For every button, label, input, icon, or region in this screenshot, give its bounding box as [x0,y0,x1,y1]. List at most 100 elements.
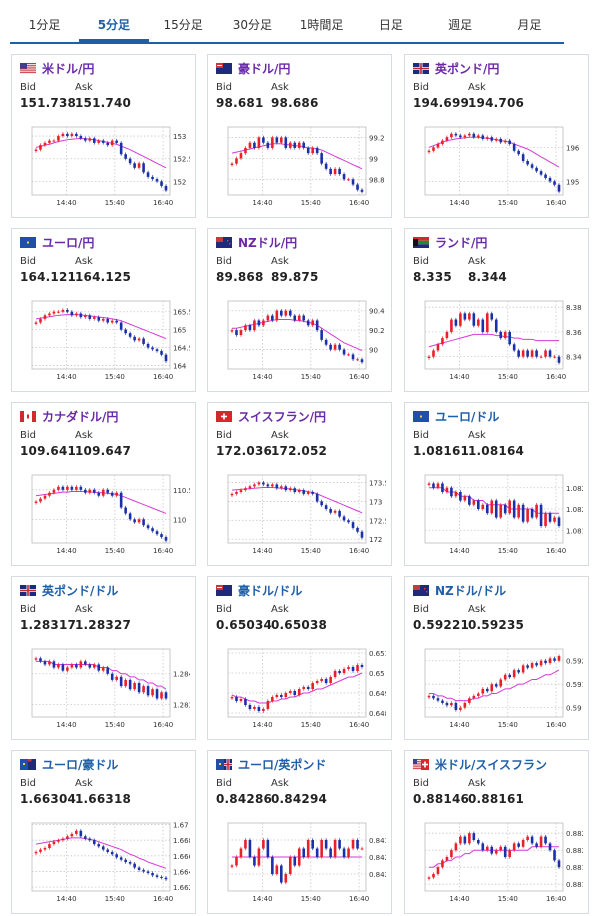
rate-card[interactable]: ユーロ/英ポンドBidAsk0.842860.842940.8430.84280… [207,750,392,914]
pair-title[interactable]: 米ドル/円 [20,59,94,77]
ask-value: 1.28327 [75,618,132,632]
candle-body [521,350,525,357]
pair-title[interactable]: カナダドル/円 [20,407,118,425]
bid-label: Bid [413,778,429,789]
rate-card[interactable]: ランド/円 Bid Ask 8.335 8.344 8.38 8.36 8.34 14:40 15… [404,228,589,392]
x-tick-label: 14:40 [449,373,469,381]
rate-card[interactable]: 豪ドル/円 Bid Ask 98.681 98.686 99.2 99 98.8 14:40 15… [207,54,392,218]
candle-body [266,142,270,148]
tab-1[interactable]: 5分足 [79,10,149,42]
tab-0[interactable]: 1分足 [28,18,61,32]
candle-body [280,137,283,143]
candle-body [239,490,243,492]
bid-label: Bid [20,82,36,93]
chart-frame [424,126,564,196]
rate-card[interactable]: ユーロ/円BidAsk164.121164.125165.5165164.516… [11,228,196,392]
candle-body [530,836,534,844]
candle-body [142,869,145,872]
candle-body [230,865,234,867]
candle-body [266,840,270,857]
candle-body [530,164,534,168]
ask-value: 98.686 [271,96,319,110]
ask-label: Ask [75,604,93,615]
candle-body [293,691,297,695]
candle-body [244,325,247,331]
candle-body [517,670,520,673]
candle-body [557,184,561,192]
ask-label: Ask [271,604,289,615]
bid-value: 0.84286 [216,792,273,806]
pair-title[interactable]: NZドル/ドル [413,581,506,599]
pair-title[interactable]: 英ポンド/円 [413,59,499,77]
pair-title[interactable]: 豪ドル/ドル [216,581,302,599]
bid-label: Bid [20,430,36,441]
candle-body [311,840,314,849]
rate-card[interactable]: ユーロ/ドルBidAsk1.081611.081641.08251.0821.0… [404,402,589,566]
ask-value: 0.88161 [468,792,525,806]
candle-body [239,848,243,857]
tab-3[interactable]: 30分足 [232,18,273,32]
candle-body [503,846,507,857]
pair-title[interactable]: NZドル/円 [216,233,297,251]
candle-body [315,147,319,154]
ask-value: 194.706 [468,96,525,110]
candle-body [61,838,65,841]
x-tick-label: 14:40 [252,721,272,729]
tab-2[interactable]: 15分足 [163,18,203,32]
tab-5[interactable]: 日足 [378,18,403,32]
flag-icon [20,584,36,596]
pair-title[interactable]: 豪ドル/円 [216,59,290,77]
pair-title[interactable]: ユーロ/豪ドル [20,755,118,773]
candle-body [521,665,525,673]
rate-card[interactable]: 米ドル/スイスフランBidAsk0.881460.881610.88250.88… [404,750,589,914]
candle-body [338,168,341,175]
candle-body [48,140,51,143]
candle-body [124,329,127,334]
pair-title[interactable]: 英ポンド/ドル [20,581,118,599]
candle-body [266,701,270,709]
candle-body [155,179,159,182]
pair-title[interactable]: 米ドル/スイスフラン [413,755,547,773]
candle-body [92,317,96,319]
candle-body [472,133,476,138]
candle-body [230,697,234,699]
pair-title[interactable]: ユーロ/ドル [413,407,499,425]
candle-body [463,496,467,501]
candle-body [333,344,337,350]
candle-body [517,150,520,155]
y-tick-label: 8.38 [566,304,582,312]
candle-body [468,698,471,703]
ask-value: 89.875 [271,270,319,284]
candle-body [84,836,87,839]
pair-title[interactable]: ユーロ/円 [20,233,94,251]
tab-6[interactable]: 週足 [448,18,473,32]
pair-title[interactable]: ランド/円 [413,233,487,251]
candle-body [262,840,265,849]
candle-body [329,168,332,175]
rate-card[interactable]: 英ポンド/円 Bid Ask 194.699 194.706 196 195 14:40 15:… [404,54,589,218]
ask-label: Ask [271,256,289,267]
ask-label: Ask [468,604,486,615]
tab-7[interactable]: 月足 [517,18,542,32]
bid-value: 194.699 [413,96,470,110]
x-tick-label: 15:40 [105,721,125,729]
candle-body [101,140,105,143]
x-tick-label: 15:40 [498,199,518,207]
pair-title[interactable]: スイスフラン/円 [216,407,326,425]
tab-4[interactable]: 1時間足 [299,18,344,32]
candle-body [459,492,462,501]
candle-body [432,350,435,357]
pair-title[interactable]: ユーロ/英ポンド [216,755,326,773]
rate-card[interactable]: NZドル/円 Bid Ask 89.868 89.875 90.4 90.2 90 14:40 1… [207,228,392,392]
candle-body [142,519,145,526]
y-tick-label: 172 [369,536,382,544]
rate-card[interactable]: NZドル/ドルBidAsk0.592210.592350.5920.5910.5… [404,576,589,740]
candle-body [43,142,47,146]
x-tick-label: 14:40 [449,199,469,207]
